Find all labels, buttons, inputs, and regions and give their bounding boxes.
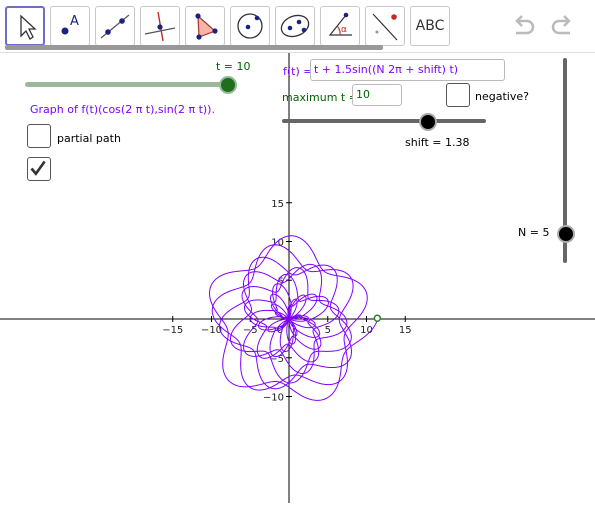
shift-slider-handle[interactable] — [419, 113, 437, 131]
reflect-tool[interactable] — [365, 6, 405, 46]
f-input[interactable]: t + 1.5sin((N 2π + shift) t) — [310, 59, 505, 81]
toolbar: A α ABC — [0, 0, 595, 52]
point-icon: A — [61, 14, 79, 35]
t-slider-label: t = 10 — [216, 60, 251, 73]
ellipse-tool[interactable] — [275, 6, 315, 46]
partial-path-label: partial path — [57, 132, 121, 145]
ellipse-icon — [280, 14, 310, 38]
checkmark-icon — [30, 160, 46, 176]
circle-center-point-icon — [237, 13, 263, 39]
partial-path-checkbox[interactable] — [27, 124, 51, 148]
undo-icon[interactable] — [510, 13, 536, 39]
toolbar-scrollbar[interactable] — [5, 45, 383, 50]
t-slider-handle[interactable] — [219, 76, 237, 94]
f-label: f(t) = — [283, 65, 313, 78]
second-checkbox[interactable] — [27, 157, 51, 181]
redo-icon[interactable] — [550, 13, 576, 39]
graph-caption: Graph of f(t)(cos(2 π t),sin(2 π t)). — [30, 103, 215, 116]
curve-end-point[interactable] — [373, 314, 382, 322]
move-tool[interactable] — [5, 6, 45, 46]
y-tick-label: 15 — [271, 199, 284, 210]
y-tick-label: 10 — [271, 238, 284, 249]
text-tool-label: ABC — [415, 18, 445, 34]
x-tick-label: −5 — [243, 325, 258, 336]
point-tool[interactable]: A — [50, 6, 90, 46]
shift-slider-label: shift = 1.38 — [405, 136, 470, 149]
cursor-arrow-icon — [20, 14, 37, 40]
curve-path — [209, 235, 378, 401]
max-t-label: maximum t = — [282, 91, 358, 104]
t-slider-track[interactable] — [25, 82, 228, 87]
shift-slider-track[interactable] — [282, 119, 486, 123]
graphics-view[interactable]: −15 −10 −5 0 5 10 15 −10 −5 5 10 15 t = 10 Graph of… — [0, 53, 595, 503]
n-slider-label: N = 5 — [518, 226, 550, 239]
x-tick-label: 5 — [325, 325, 331, 336]
x-tick-label: 15 — [399, 325, 412, 336]
circle-tool[interactable] — [230, 6, 270, 46]
x-tick-label: −15 — [162, 325, 183, 336]
polygon-tool[interactable] — [185, 6, 225, 46]
x-tick-label: −10 — [201, 325, 222, 336]
line-tool[interactable] — [95, 6, 135, 46]
n-slider-handle[interactable] — [557, 225, 575, 243]
perpendicular-tool[interactable] — [140, 6, 180, 46]
angle-tool-letter: α — [341, 25, 347, 35]
text-tool[interactable]: ABC — [410, 6, 450, 46]
polygon-icon — [195, 13, 218, 40]
negative-checkbox[interactable] — [446, 83, 470, 107]
angle-icon: α — [328, 12, 352, 36]
y-tick-label: −5 — [269, 354, 284, 365]
y-tick-label: −10 — [263, 393, 284, 404]
n-slider-track[interactable] — [563, 58, 567, 263]
max-t-input[interactable]: 10 — [352, 84, 402, 106]
toolbar-divider — [0, 52, 595, 53]
point-tool-letter: A — [70, 14, 79, 29]
perpendicular-line-icon — [144, 11, 176, 42]
negative-label: negative? — [475, 90, 529, 103]
line-through-points-icon — [100, 14, 130, 39]
reflect-icon — [372, 13, 398, 41]
angle-tool[interactable]: α — [320, 6, 360, 46]
x-tick-label: 10 — [360, 325, 373, 336]
